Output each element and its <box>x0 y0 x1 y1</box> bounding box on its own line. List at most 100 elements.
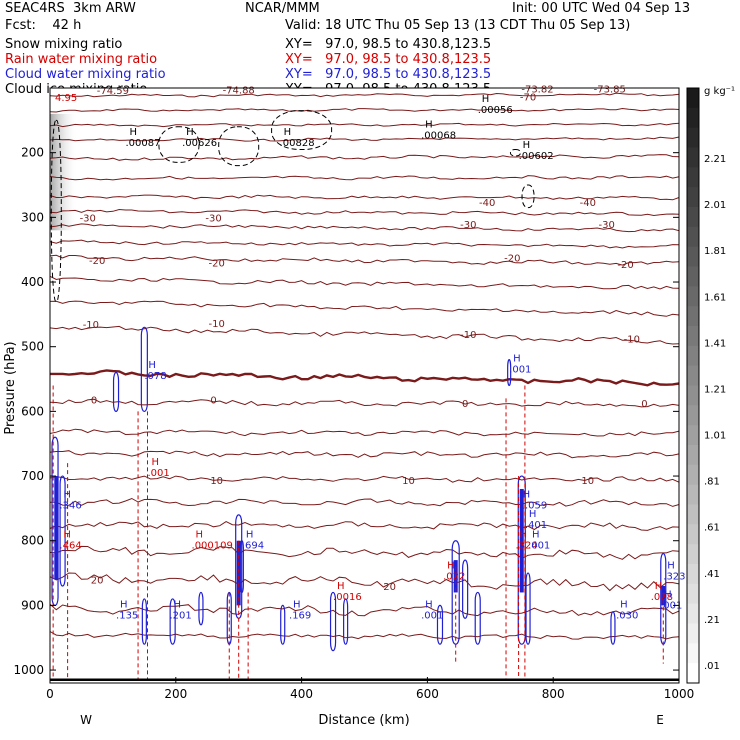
isotherm-label-26: 20 <box>91 576 104 587</box>
cloud-label-0: .346 <box>59 500 81 511</box>
field-xy-snow: XY= 97.0, 98.5 to 430.8,123.5 <box>285 37 492 52</box>
isotherm-12 <box>49 300 680 317</box>
colorbar-step-26 <box>687 603 699 624</box>
y-tick-label-3: 500 <box>21 340 44 354</box>
y-tick-label-6: 800 <box>21 534 44 548</box>
y-axis-label: Pressure (hPa) <box>3 341 18 434</box>
colorbar-step-2 <box>687 127 699 148</box>
cloud-contour-1 <box>59 475 66 587</box>
snow-contour-4 <box>509 148 521 157</box>
model-title: SEAC4RS 3km ARW <box>5 1 136 16</box>
isotherm-label-19: 0 <box>91 396 97 407</box>
cloud-contour-3 <box>140 326 148 412</box>
isotherm-20 <box>49 521 680 531</box>
isotherm-0 <box>49 92 680 98</box>
colorbar-frame <box>686 87 700 684</box>
cloud-label-2: .001 <box>509 365 531 376</box>
cloud-label-3: 1.059 <box>519 500 548 511</box>
cloud-contour-19 <box>525 572 531 645</box>
isotherm-label-23: 10 <box>210 476 223 487</box>
isotherm-10 <box>49 254 680 266</box>
isotherm-label-27: 20 <box>383 582 396 593</box>
cloud-label-1: .078 <box>144 371 166 382</box>
snow-label-2: .00828 <box>280 138 315 149</box>
snow-max-marker-0: H <box>129 127 137 138</box>
isotherm-label-2: -73.82 <box>521 85 553 96</box>
snow-max-marker-4: H <box>482 94 490 105</box>
colorbar-step-0 <box>687 88 699 109</box>
corner-value-label: 4.95 <box>55 93 77 104</box>
cloud-contour-16 <box>474 591 481 645</box>
cloud-contour-4 <box>141 598 147 645</box>
snow-label-4: .00056 <box>478 105 513 116</box>
colorbar-step-9 <box>687 266 699 287</box>
x-tick-label-4: 800 <box>542 687 565 701</box>
cloud-max-marker-1: H <box>148 360 156 371</box>
isotherm-label-1: -74.88 <box>223 85 255 96</box>
cloud-label-7: .135 <box>116 610 138 621</box>
isotherm-label-4: -70 <box>520 92 536 103</box>
isotherm-9 <box>49 239 680 249</box>
colorbar-step-22 <box>687 524 699 545</box>
rain-label-1: .000109 <box>192 540 233 551</box>
isotherm-16 <box>49 428 680 437</box>
y-tick-label-8: 1000 <box>13 663 44 677</box>
isotherm-label-25: 10 <box>581 476 594 487</box>
x-tick-label-0: 0 <box>46 687 54 701</box>
cloud-contour-10 <box>280 604 286 645</box>
plot-background <box>50 88 679 683</box>
isotherm-24 <box>49 631 680 640</box>
colorbar-label-3: 1.61 <box>704 292 726 303</box>
colorbar-label-10: .21 <box>704 615 720 626</box>
isotherm-label-22: 0 <box>641 399 647 410</box>
snow-label-5: .00602 <box>519 151 554 162</box>
field-label-cloud: Cloud water mixing ratio <box>5 67 166 82</box>
colorbar-step-27 <box>687 623 699 644</box>
colorbar-step-24 <box>687 564 699 585</box>
field-xy-rain: XY= 97.0, 98.5 to 430.8,123.5 <box>285 52 492 67</box>
cloud-max-marker-8: H <box>174 599 182 610</box>
plot-frame <box>49 87 680 684</box>
rain-max-marker-2: H <box>151 457 159 468</box>
colorbar-label-8: .61 <box>704 523 720 534</box>
rain-max-marker-4: H <box>447 561 455 572</box>
rain-label-3: .0016 <box>333 592 362 603</box>
cloud-max-marker-0: H <box>63 489 71 500</box>
isotherm-label-11: -20 <box>89 256 105 267</box>
y-tick-label-2: 400 <box>21 275 44 289</box>
isotherm-label-9: -30 <box>460 220 476 231</box>
org-label: NCAR/MMM <box>245 1 320 16</box>
x-tick-label-2: 400 <box>290 687 313 701</box>
isotherm-1 <box>49 107 680 113</box>
valid-time: Valid: 18 UTC Thu 05 Sep 13 (13 CDT Thu … <box>285 18 631 33</box>
isotherm-22 <box>49 572 680 592</box>
cloud-label-11: .030 <box>616 610 638 621</box>
colorbar-label-6: 1.01 <box>704 431 726 442</box>
isotherm-label-7: -30 <box>80 213 96 224</box>
cloud-label-9: .169 <box>289 610 311 621</box>
isotherm-18 <box>49 475 680 483</box>
colorbar: 2.21 2.01 1.81 1.61 1.41 1.21 1.01 .81 .61 .41 .21… <box>686 87 726 684</box>
cloud-label-10: .001 <box>421 610 443 621</box>
field-xy-cloud: XY= 97.0, 98.5 to 430.8,123.5 <box>285 67 492 82</box>
cloud-contour-20 <box>610 611 616 645</box>
colorbar-label-11: .01 <box>704 661 720 672</box>
isotherm-label-24: 10 <box>402 476 415 487</box>
colorbar-step-1 <box>687 107 699 129</box>
snow-contour-5 <box>521 184 535 209</box>
colorbar-label-1: 2.01 <box>704 200 726 211</box>
rain-max-marker-1: H <box>196 529 204 540</box>
colorbar-step-6 <box>687 207 699 228</box>
cloud-max-marker-6: H <box>246 529 254 540</box>
colorbar-step-12 <box>687 326 699 347</box>
cloud-label-4: .401 <box>525 520 547 531</box>
cloud-label-6: .694 <box>242 540 264 551</box>
cloud-max-marker-12: H <box>667 561 675 572</box>
x-tick-label-5: 1000 <box>664 687 695 701</box>
snow-contour-3 <box>271 110 333 150</box>
isotherm-7 <box>49 208 680 217</box>
isotherm-14 <box>50 369 680 387</box>
x-axis-label: Distance (km) <box>318 713 409 728</box>
snow-max-marker-5: H <box>523 140 531 151</box>
